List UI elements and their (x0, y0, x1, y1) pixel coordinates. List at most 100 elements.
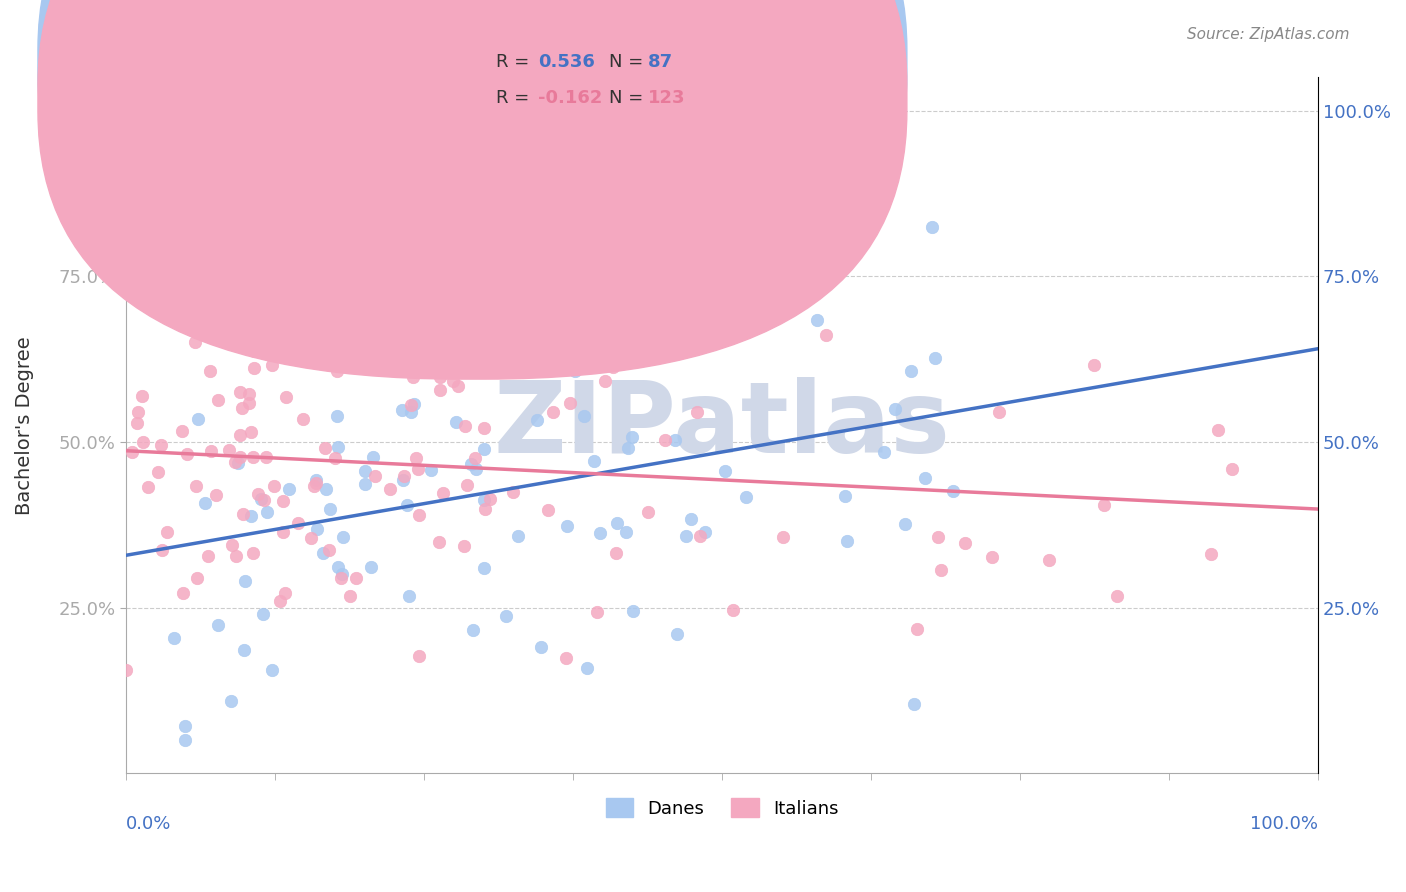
Point (593, 375, 616, 389)
Point (233, 642, 256, 657)
Point (247, 486, 270, 500)
Y-axis label: Bachelor's Degree: Bachelor's Degree (15, 336, 34, 515)
Point (232, 507, 254, 521)
Point (429, 369, 451, 384)
Point (115, 663, 138, 677)
Point (402, 397, 425, 411)
Point (354, 477, 377, 491)
Point (177, 309, 200, 323)
Point (121, 445, 143, 459)
Point (187, 412, 209, 426)
Point (447, 379, 470, 393)
Text: ZIPatlas: ZIPatlas (494, 376, 950, 474)
Point (273, 586, 295, 600)
Point (614, 525, 637, 540)
Point (1092, 499, 1115, 513)
Text: 0.536: 0.536 (538, 54, 595, 71)
Point (398, 589, 420, 603)
Point (981, 549, 1004, 564)
Point (262, 664, 284, 678)
Point (526, 413, 548, 427)
Point (905, 622, 928, 636)
Point (873, 444, 896, 458)
Point (163, 631, 186, 645)
Point (339, 590, 361, 604)
Point (194, 496, 217, 510)
Point (406, 461, 429, 475)
Point (360, 560, 382, 574)
Point (555, 651, 578, 665)
Point (326, 364, 349, 378)
Point (408, 508, 430, 523)
Point (392, 473, 415, 487)
Point (405, 451, 427, 466)
Point (679, 512, 702, 526)
Point (616, 442, 638, 456)
Point (254, 450, 277, 465)
Point (323, 451, 346, 466)
Point (149, 438, 172, 452)
Point (184, 479, 207, 493)
Text: 87: 87 (648, 54, 673, 71)
Point (391, 403, 413, 417)
Point (835, 534, 858, 549)
Point (395, 326, 418, 340)
Point (271, 524, 294, 539)
Point (815, 328, 838, 343)
Point (186, 571, 208, 585)
Point (277, 482, 299, 496)
Point (621, 430, 644, 444)
Point (953, 536, 976, 550)
Point (806, 312, 828, 326)
Point (243, 344, 266, 359)
Point (1107, 589, 1129, 603)
Point (675, 529, 697, 543)
Point (197, 549, 219, 564)
Point (207, 618, 229, 632)
Point (152, 542, 174, 557)
Text: R =: R = (496, 89, 536, 107)
Point (242, 546, 264, 560)
Point (127, 416, 149, 430)
Point (582, 454, 605, 468)
Point (564, 364, 586, 378)
Point (453, 418, 475, 433)
Point (557, 519, 579, 533)
Point (218, 443, 240, 458)
Point (714, 464, 737, 478)
Point (444, 415, 467, 429)
Point (127, 405, 149, 419)
Point (307, 522, 329, 536)
Point (302, 479, 325, 493)
Point (242, 360, 264, 375)
Text: R =: R = (496, 54, 536, 71)
Point (420, 463, 443, 477)
Point (198, 364, 221, 378)
Point (292, 412, 315, 426)
Point (363, 469, 385, 483)
Point (606, 516, 628, 531)
Point (924, 351, 946, 366)
Point (350, 321, 373, 335)
Point (495, 608, 517, 623)
Point (460, 457, 482, 471)
Point (233, 330, 256, 344)
Point (432, 485, 454, 500)
Text: 123: 123 (648, 89, 686, 107)
Point (132, 434, 155, 449)
Point (239, 425, 262, 439)
Point (207, 392, 229, 407)
Point (721, 603, 744, 617)
Point (318, 543, 340, 558)
Point (319, 502, 342, 516)
Point (664, 433, 686, 447)
Point (238, 396, 260, 410)
Point (399, 337, 422, 351)
Point (664, 347, 686, 361)
Point (229, 385, 252, 400)
Point (903, 697, 925, 711)
Point (250, 491, 273, 506)
Point (1206, 423, 1229, 437)
Point (156, 524, 179, 539)
Point (219, 694, 242, 708)
